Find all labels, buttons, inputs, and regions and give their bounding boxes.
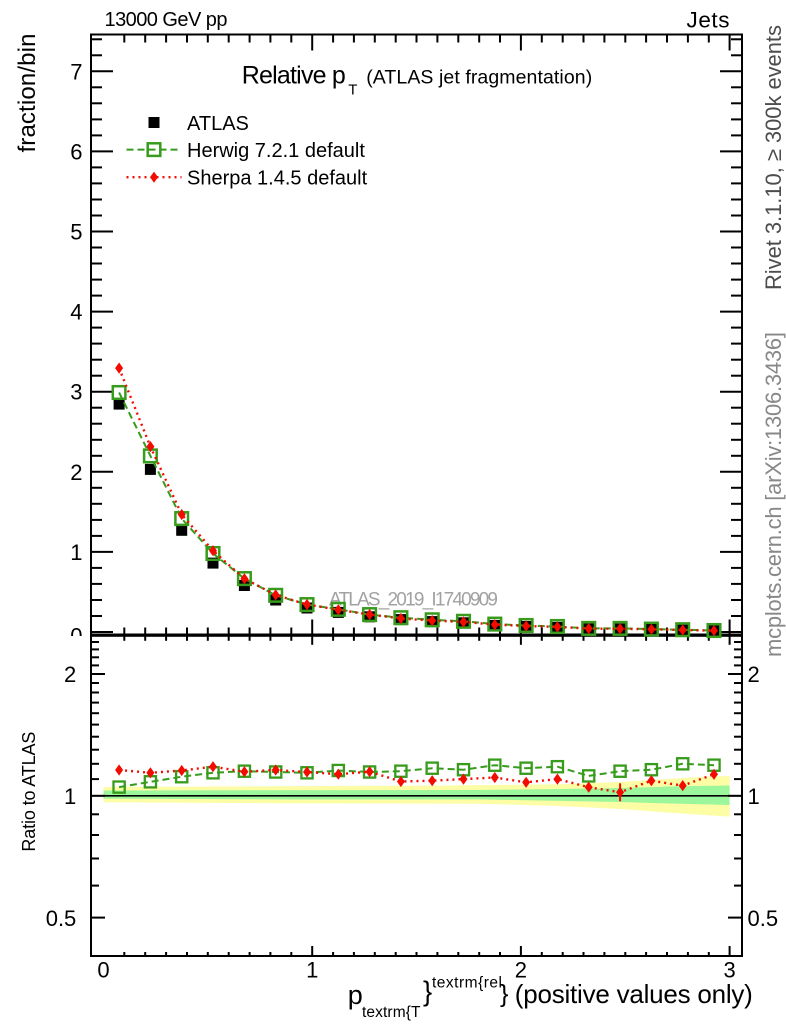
svg-text:Sherpa 1.4.5 default: Sherpa 1.4.5 default [187,168,368,190]
svg-text:fraction/bin: fraction/bin [14,34,41,153]
svg-text:p: p [348,980,363,1010]
svg-text:textrm{rel: textrm{rel [432,975,502,992]
svg-text:2: 2 [70,460,82,485]
svg-text:3: 3 [723,958,735,983]
svg-text:2: 2 [748,662,760,687]
svg-text:Herwig 7.2.1 default: Herwig 7.2.1 default [187,140,365,162]
svg-text:}: } [423,975,432,1006]
svg-text:1: 1 [70,540,82,565]
svg-text:0.5: 0.5 [748,906,779,931]
svg-text:6: 6 [70,139,82,164]
svg-text:5: 5 [70,220,82,245]
svg-text:Relative p: Relative p [242,62,346,90]
svg-text:7: 7 [70,59,82,84]
svg-text:4: 4 [70,300,82,325]
svg-text:1: 1 [64,784,76,809]
svg-text:0.5: 0.5 [46,906,77,931]
svg-text:2: 2 [515,958,527,983]
svg-text:3: 3 [70,380,82,405]
svg-text:mcplots.cern.ch [arXiv:1306.34: mcplots.cern.ch [arXiv:1306.3436] [761,332,786,657]
svg-text:textrm{T: textrm{T [362,1004,421,1021]
svg-text:ATLAS_2019_I1740909: ATLAS_2019_I1740909 [329,589,498,610]
svg-text:Rivet 3.1.10, ≥ 300k events: Rivet 3.1.10, ≥ 300k events [761,25,786,290]
svg-text:1: 1 [306,958,318,983]
svg-text:(ATLAS jet fragmentation): (ATLAS jet fragmentation) [366,67,592,89]
svg-text:T: T [348,81,357,98]
svg-text:1: 1 [748,784,760,809]
svg-text:13000 GeV pp: 13000 GeV pp [105,9,228,31]
svg-text:Jets: Jets [687,7,730,32]
svg-text:0: 0 [70,624,82,649]
svg-text:Ratio to ATLAS: Ratio to ATLAS [19,732,39,852]
svg-text:0: 0 [97,958,109,983]
svg-text:(positive values only): (positive values only) [515,979,753,1009]
svg-text:ATLAS: ATLAS [187,113,249,135]
svg-text:2: 2 [64,662,76,687]
svg-text:}: } [500,980,508,1008]
